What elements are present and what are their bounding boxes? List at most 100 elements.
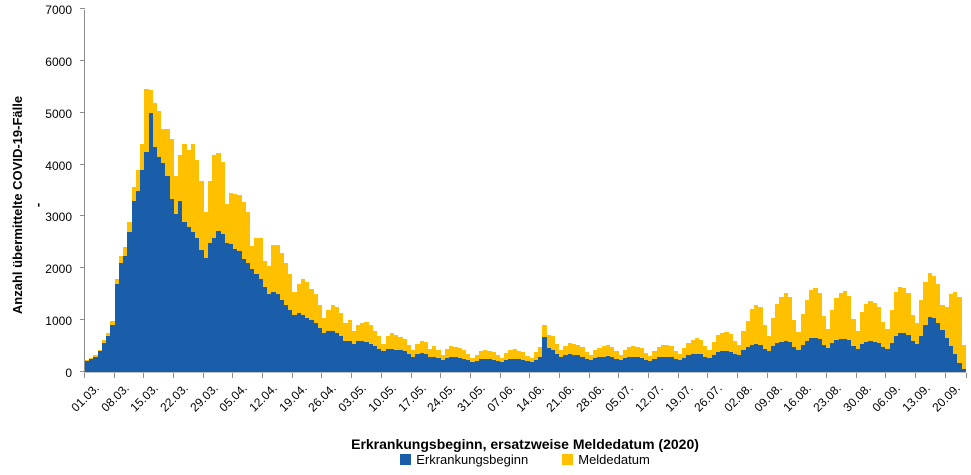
- stacked-bar: [491, 10, 496, 372]
- x-axis-tick-labels: 01.03. 08.03. 15.03. 22.03. 29.03. 05.04. 12.0…: [68, 381, 966, 429]
- x-tick-label: 23.08.: [810, 381, 844, 415]
- erkrankungsbeginn-segment: [190, 232, 196, 372]
- stacked-bar: [224, 10, 229, 372]
- stacked-bar: [199, 10, 204, 372]
- meldedatum-segment: [178, 154, 183, 202]
- erkrankungsbeginn-segment: [605, 355, 611, 372]
- y-tick-label: 2000: [45, 262, 72, 277]
- meldedatum-segment: [474, 355, 479, 361]
- erkrankungsbeginn-segment: [889, 343, 894, 372]
- erkrankungsbeginn-segment: [622, 358, 627, 372]
- stacked-bar: [93, 10, 98, 372]
- stacked-bar: [508, 10, 513, 372]
- erkrankungsbeginn-segment: [910, 340, 915, 372]
- meldedatum-segment: [927, 272, 932, 317]
- stacked-bar: [372, 10, 378, 372]
- x-tick-label: 19.07.: [662, 381, 696, 415]
- x-tick-mark: [529, 373, 531, 378]
- meldedatum-segment: [207, 180, 213, 243]
- stacked-bar: [622, 10, 627, 372]
- stacked-bar: [898, 10, 903, 372]
- meldedatum-segment: [876, 307, 882, 343]
- meldedatum-segment: [127, 222, 132, 233]
- meldedatum-segment: [538, 347, 543, 357]
- meldedatum-segment: [673, 351, 678, 360]
- stacked-bar: [228, 10, 234, 372]
- x-tick-label: 08.03.: [98, 381, 132, 415]
- x-tick-label: 09.08.: [751, 381, 785, 415]
- erkrankungsbeginn-segment: [466, 360, 471, 372]
- erkrankungsbeginn-segment: [309, 320, 314, 372]
- erkrankungsbeginn-segment: [156, 157, 162, 372]
- meldedatum-segment: [305, 281, 310, 318]
- meldedatum-segment: [389, 333, 395, 349]
- stacked-bar: [559, 10, 564, 372]
- meldedatum-segment: [279, 253, 285, 300]
- erkrankungsbeginn-segment: [851, 346, 856, 372]
- meldedatum-segment: [85, 360, 90, 362]
- meldedatum-segment: [533, 352, 539, 360]
- stacked-bar: [275, 10, 280, 372]
- stacked-bar: [787, 10, 793, 372]
- meldedatum-segment: [563, 346, 568, 356]
- meldedatum-segment: [525, 355, 530, 362]
- stacked-bar: [360, 10, 365, 372]
- x-tick-mark: [885, 373, 887, 378]
- erkrankungsbeginn-segment: [356, 340, 361, 372]
- stacked-bar: [284, 10, 289, 372]
- erkrankungsbeginn-segment: [491, 359, 496, 372]
- meldedatum-segment: [707, 350, 712, 359]
- stacked-bar: [339, 10, 344, 372]
- stacked-bar: [85, 10, 90, 372]
- meldedatum-segment: [436, 350, 441, 359]
- stacked-bar: [330, 10, 335, 372]
- stacked-bar: [499, 10, 505, 372]
- meldedatum-segment: [483, 349, 488, 359]
- meldedatum-segment: [427, 348, 433, 357]
- erkrankungsbeginn-segment: [262, 286, 268, 372]
- stacked-bar: [927, 10, 932, 372]
- erkrankungsbeginn-segment: [474, 360, 479, 372]
- meldedatum-segment: [834, 298, 839, 341]
- x-tick-label: 01.03.: [68, 381, 102, 415]
- stacked-bar: [698, 10, 704, 372]
- stacked-bar: [914, 10, 920, 372]
- meldedatum-segment: [656, 346, 661, 358]
- meldedatum-segment: [809, 290, 814, 339]
- erkrankungsbeginn-segment: [842, 338, 848, 372]
- meldedatum-segment: [745, 321, 750, 348]
- meldedatum-segment: [593, 350, 598, 359]
- stacked-bar: [614, 10, 619, 372]
- erkrankungsbeginn-segment: [381, 351, 386, 372]
- y-tick-mark: [80, 163, 85, 165]
- erkrankungsbeginn-segment: [364, 342, 369, 372]
- erkrankungsbeginn-segment: [389, 348, 395, 372]
- stacked-bar: [961, 10, 966, 372]
- x-tick-mark: [499, 373, 501, 378]
- meldedatum-segment: [267, 266, 272, 295]
- stacked-bar: [148, 10, 153, 372]
- erkrankungsbeginn-segment: [343, 340, 348, 372]
- meldedatum-segment: [643, 352, 649, 360]
- meldedatum-segment: [686, 342, 691, 356]
- stacked-bar: [821, 10, 827, 372]
- erkrankungsbeginn-segment: [495, 361, 500, 372]
- erkrankungsbeginn-segment: [237, 251, 242, 372]
- meldedatum-segment: [89, 357, 94, 360]
- stacked-bar: [144, 10, 149, 372]
- meldedatum-segment: [411, 350, 416, 357]
- erkrankungsbeginn-segment: [402, 351, 407, 372]
- erkrankungsbeginn-segment: [415, 353, 420, 372]
- stacked-bar: [711, 10, 716, 372]
- erkrankungsbeginn-segment: [449, 356, 454, 372]
- meldedatum-segment: [372, 330, 378, 347]
- stacked-bar: [190, 10, 196, 372]
- erkrankungsbeginn-segment: [140, 170, 145, 372]
- x-tick-label: 31.05.: [454, 381, 488, 415]
- stacked-bar: [601, 10, 606, 372]
- stacked-bar: [178, 10, 183, 372]
- erkrankungsbeginn-segment: [881, 346, 886, 372]
- erkrankungsbeginn-segment: [588, 360, 594, 372]
- meldedatum-segment: [851, 319, 856, 347]
- x-tick-mark: [855, 373, 857, 378]
